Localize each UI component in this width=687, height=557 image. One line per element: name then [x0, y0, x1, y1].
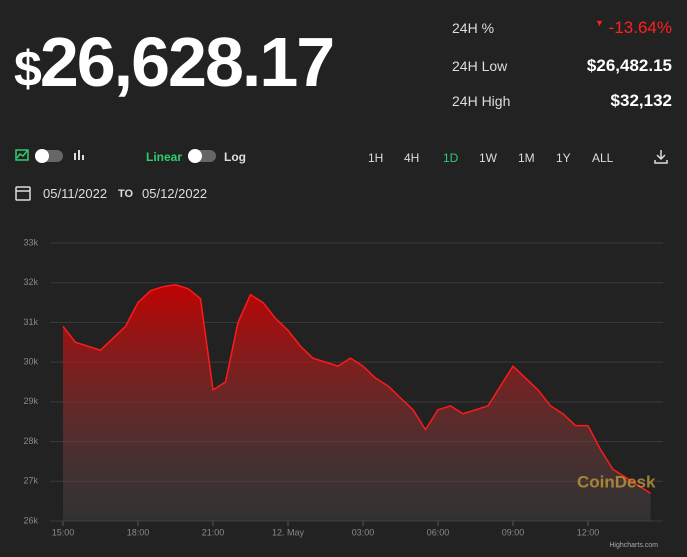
- y-tick-label: 28k: [23, 436, 38, 446]
- scale-log[interactable]: Log: [224, 150, 246, 164]
- range-button[interactable]: 1D: [443, 151, 459, 165]
- x-tick-label: 15:00: [52, 527, 75, 537]
- range-button[interactable]: 4H: [404, 151, 420, 165]
- stat-label: 24H Low: [452, 58, 508, 74]
- y-tick-label: 27k: [23, 476, 38, 486]
- stat-label: 24H %: [452, 20, 495, 36]
- calendar-icon: [15, 186, 31, 201]
- y-tick-label: 30k: [23, 357, 38, 367]
- y-tick-label: 33k: [23, 237, 38, 247]
- date-to[interactable]: 05/12/2022: [142, 186, 208, 201]
- range-button[interactable]: 1H: [368, 151, 384, 165]
- watermark: CoinDesk: [577, 472, 656, 491]
- download-icon[interactable]: [654, 150, 668, 164]
- y-tick-label: 26k: [23, 515, 38, 525]
- range-button[interactable]: 1M: [518, 151, 535, 165]
- stat-value: $26,482.15: [586, 56, 672, 75]
- stat-value-text: -13.64%: [608, 18, 672, 37]
- date-from[interactable]: 05/11/2022: [43, 186, 108, 201]
- stat-row: 24H % ▼ -13.64%: [452, 18, 672, 38]
- stat-value: $32,132: [610, 91, 672, 110]
- bar-icon[interactable]: [74, 150, 84, 160]
- range-button[interactable]: ALL: [592, 151, 614, 165]
- stat-value: ▼ -13.64%: [595, 18, 672, 37]
- stat-row: 24H High $32,132: [452, 91, 672, 111]
- x-tick-label: 09:00: [502, 527, 525, 537]
- x-tick-label: 12:00: [577, 527, 600, 537]
- range-button[interactable]: 1Y: [556, 151, 571, 165]
- range-button[interactable]: 1W: [479, 151, 497, 165]
- stat-row: 24H Low $26,482.15: [452, 56, 672, 76]
- area: [63, 284, 651, 521]
- scale-toggle[interactable]: [188, 149, 216, 163]
- x-tick-label: 06:00: [427, 527, 450, 537]
- price: $26,628.17: [14, 23, 335, 101]
- x-tick-label: 12. May: [272, 527, 305, 537]
- y-tick-label: 32k: [23, 277, 38, 287]
- x-tick-label: 21:00: [202, 527, 225, 537]
- y-tick-label: 31k: [23, 317, 38, 327]
- scale-linear[interactable]: Linear: [146, 150, 183, 164]
- date-to-word: TO: [118, 188, 134, 200]
- x-tick-label: 18:00: [127, 527, 150, 537]
- chart-icon[interactable]: [15, 149, 29, 161]
- credit: Highcharts.com: [609, 542, 658, 549]
- x-tick-label: 03:00: [352, 527, 375, 537]
- y-tick-label: 29k: [23, 396, 38, 406]
- line: [62, 283, 651, 494]
- stat-label: 24H High: [452, 93, 511, 109]
- chart-toggle[interactable]: [35, 149, 63, 163]
